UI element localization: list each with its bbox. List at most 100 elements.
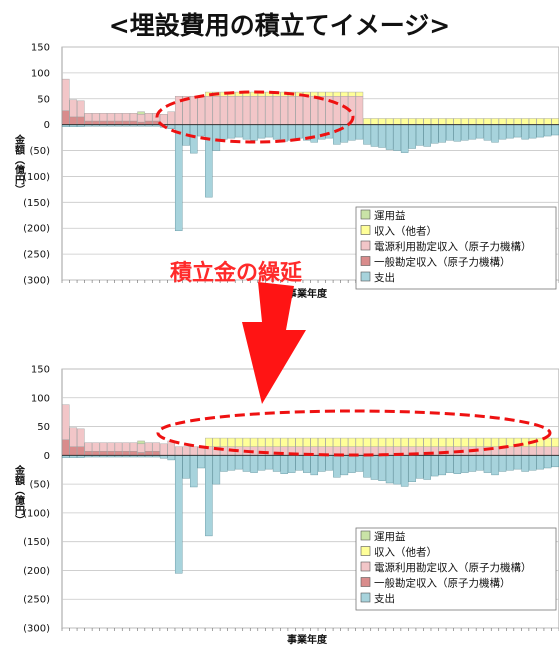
y-tick-label: 150 — [31, 43, 50, 54]
bar-segment — [513, 124, 522, 138]
bar-segment — [62, 439, 70, 456]
bar-segment — [483, 118, 492, 125]
bar-segment — [69, 446, 78, 456]
bar-segment — [551, 118, 559, 125]
bar-segment — [197, 455, 206, 469]
bar-segment — [551, 437, 559, 447]
bar-segment — [137, 114, 145, 123]
legend-label: 収入（他者） — [374, 225, 437, 238]
bar-segment — [431, 437, 439, 447]
bar-segment — [227, 124, 236, 139]
bar-segment — [521, 118, 529, 125]
bar-segment — [250, 124, 258, 141]
bar-segment — [235, 437, 243, 447]
bar-segment — [476, 118, 484, 125]
bar-segment — [431, 118, 439, 125]
bar-segment — [348, 437, 356, 447]
bar-segment — [423, 118, 431, 125]
bar-segment — [280, 95, 288, 125]
bar-segment — [498, 437, 507, 447]
bar-segment — [250, 437, 258, 447]
bar-segment — [107, 442, 115, 452]
bar-segment — [257, 95, 266, 125]
legend-label: 支出 — [374, 271, 395, 284]
bar-segment — [446, 118, 454, 125]
bar-segment — [205, 124, 213, 198]
y-tick-label: (300) — [23, 624, 50, 635]
bar-segment — [84, 442, 93, 452]
bar-segment — [393, 118, 401, 125]
page-title: <埋設費用の積立てイメージ> — [108, 11, 451, 40]
y-tick-label: (50) — [29, 146, 50, 157]
bar-segment — [528, 446, 537, 456]
bar-segment — [137, 111, 145, 115]
bar-segment — [197, 124, 206, 137]
bar-segment — [491, 118, 499, 125]
bar-segment — [483, 455, 492, 473]
bar-segment — [227, 455, 236, 471]
bar-segment — [483, 124, 492, 141]
bar-segment — [370, 124, 379, 147]
bar-segment — [295, 437, 303, 447]
chart-top: 150 100 50 0 (50) (100) (150) (200) (250) (300) 金額… — [13, 43, 559, 300]
bar-segment — [310, 95, 319, 125]
bar-segment — [423, 124, 431, 147]
bar-segment — [461, 437, 469, 447]
bar-segment — [536, 446, 544, 456]
bar-segment — [220, 455, 228, 472]
bar-segment — [182, 446, 190, 456]
bar-segment — [265, 91, 273, 97]
bar-segment — [355, 95, 364, 125]
y-tick-label: 0 — [44, 451, 50, 462]
bar-segment — [528, 118, 537, 125]
bar-segment — [265, 455, 273, 470]
bar-segment — [265, 124, 273, 138]
legend-label: 運用益 — [374, 530, 406, 543]
bar-segment — [62, 78, 70, 111]
bar-segment — [114, 442, 123, 452]
bar-segment — [551, 446, 559, 456]
bar-segment — [280, 455, 288, 474]
y-axis-label: 金額（億円） — [13, 133, 26, 194]
bar-segment — [431, 124, 439, 144]
bar-segment — [446, 437, 454, 447]
bar-segment — [446, 455, 454, 473]
bar-segment — [107, 113, 115, 122]
bar-segment — [227, 95, 236, 125]
bar-segment — [287, 95, 296, 125]
bar-segment — [476, 124, 484, 139]
legend-label: 収入（他者） — [374, 546, 437, 559]
bar-segment — [250, 91, 258, 97]
bar-segment — [159, 443, 168, 456]
bar-segment — [400, 437, 409, 447]
bar-segment — [310, 91, 319, 97]
bar-segment — [272, 455, 281, 472]
bar-segment — [84, 451, 93, 456]
bar-segment — [363, 437, 371, 447]
callout-text: 積立金の繰延 — [170, 260, 303, 286]
bar-segment — [415, 124, 424, 146]
bar-segment — [250, 455, 258, 473]
legend-box — [355, 206, 557, 290]
bar-segment — [536, 437, 544, 447]
bar-segment — [355, 455, 364, 472]
bar-segment — [506, 455, 514, 471]
legend-swatch — [360, 577, 371, 587]
bar-segment — [385, 118, 394, 125]
legend-swatch — [360, 225, 371, 235]
bar-segment — [205, 437, 213, 447]
bar-segment — [528, 455, 537, 471]
bar-segment — [543, 455, 552, 469]
y-tick-label: (150) — [23, 198, 50, 209]
bar-segment — [302, 455, 311, 473]
bar-segment — [340, 91, 349, 97]
bar-segment — [144, 113, 153, 122]
y-tick-label: (100) — [23, 172, 50, 183]
bar-segment — [310, 437, 319, 447]
bar-segment — [265, 437, 273, 447]
bar-segment — [551, 124, 559, 136]
bar-segment — [468, 437, 477, 447]
bar-segment — [235, 455, 243, 470]
annotation-layer: 積立金の繰延 — [155, 90, 552, 457]
